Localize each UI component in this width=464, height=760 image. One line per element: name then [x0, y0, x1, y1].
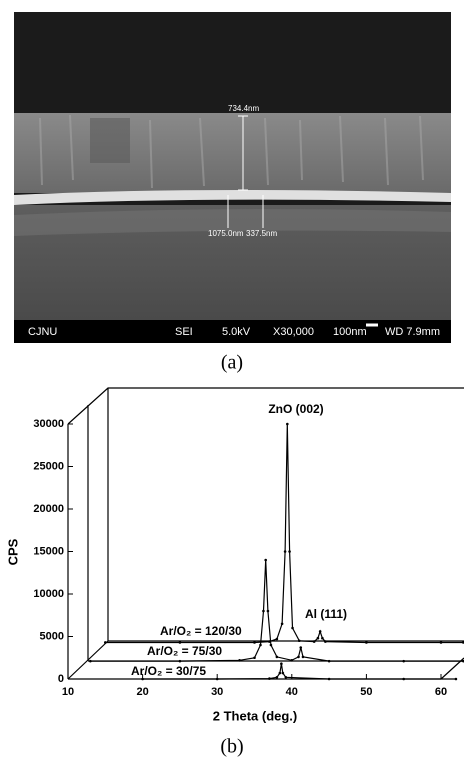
- info-text: X30,000: [273, 326, 314, 338]
- data-point: [284, 676, 288, 679]
- data-point: [178, 641, 182, 644]
- data-point: [141, 677, 144, 681]
- data-point: [215, 677, 219, 681]
- x-tick-label: 30: [211, 686, 223, 698]
- annotation: ZnO (002): [268, 402, 323, 416]
- data-point: [324, 640, 327, 643]
- data-point: [104, 641, 107, 644]
- data-point: [283, 550, 287, 553]
- data-point: [291, 626, 294, 630]
- data-point: [89, 659, 92, 663]
- series-label: Ar/O₂ = 75/30: [147, 644, 222, 658]
- x-tick-label: 20: [136, 686, 148, 698]
- plot: 0 5000 10000 15000 20000 25000 30000 10 20 30 40 50…: [33, 418, 464, 698]
- y-tick-label: 10000: [33, 588, 64, 600]
- data-point: [281, 671, 285, 675]
- data-point: [288, 550, 291, 553]
- data-point: [275, 637, 279, 641]
- data-point: [439, 641, 443, 644]
- series-label: Ar/O₂ = 120/30: [160, 624, 242, 638]
- y-axis-label: CPS: [5, 538, 20, 565]
- data-point: [262, 609, 265, 613]
- data-point: [280, 622, 284, 626]
- data-point: [297, 655, 300, 659]
- y-tick-label: 30000: [33, 418, 64, 430]
- data-point: [299, 646, 303, 649]
- y-tick-label: 5000: [40, 630, 64, 642]
- x-axis-label: 2 Theta (deg.): [213, 708, 298, 723]
- data-point: [264, 558, 267, 562]
- info-text: WD 7.9mm: [385, 326, 440, 338]
- data-point: [275, 655, 279, 659]
- info-text: CJNU: [28, 326, 57, 338]
- annotation: Al (111): [305, 607, 347, 621]
- caption: (a): [221, 352, 243, 374]
- info-text: 5.0kV: [222, 326, 251, 338]
- data-point: [253, 641, 256, 644]
- x-tick-label: 40: [286, 686, 298, 698]
- data-point: [297, 639, 301, 643]
- data-point: [402, 677, 406, 681]
- series-label: Ar/O₂ = 30/75: [131, 664, 206, 678]
- measurement: 337.5nm: [246, 229, 277, 238]
- series-line: [105, 423, 464, 644]
- x-tick-label: 10: [62, 686, 74, 698]
- data-point: [268, 677, 271, 680]
- data-point: [318, 630, 322, 633]
- data-point: [280, 662, 283, 665]
- data-point: [253, 656, 256, 660]
- y-tick-label: 25000: [33, 460, 64, 472]
- y-tick-label: 20000: [33, 503, 64, 515]
- data-point: [286, 422, 289, 426]
- data-point: [238, 659, 241, 662]
- data-point: [316, 636, 320, 640]
- measurement: 734.4nm: [228, 104, 259, 113]
- data-point: [275, 676, 279, 679]
- data-point: [454, 677, 458, 681]
- sem-image: [14, 12, 451, 343]
- x-tick-label: 60: [435, 686, 447, 698]
- data-point: [312, 640, 316, 643]
- data-point: [266, 609, 270, 613]
- data-point: [402, 659, 406, 663]
- data-point: [365, 641, 368, 644]
- data-point: [269, 643, 273, 647]
- data-point: [301, 655, 305, 659]
- info-text: 100nm: [333, 326, 367, 338]
- data-point: [321, 636, 324, 640]
- y-tick-label: 0: [58, 673, 64, 685]
- depth-frames: [67, 387, 464, 680]
- data-point: [290, 659, 294, 662]
- data-point: [327, 677, 331, 681]
- x-tick-label: 50: [360, 686, 372, 698]
- data-point: [327, 659, 331, 663]
- data-point: [259, 643, 262, 647]
- measurement: 1075.0nm: [208, 229, 244, 238]
- caption: (b): [220, 736, 243, 758]
- data-point: [178, 659, 182, 663]
- info-text: SEI: [175, 326, 193, 338]
- data-point: [278, 671, 282, 675]
- y-tick-label: 15000: [33, 545, 64, 557]
